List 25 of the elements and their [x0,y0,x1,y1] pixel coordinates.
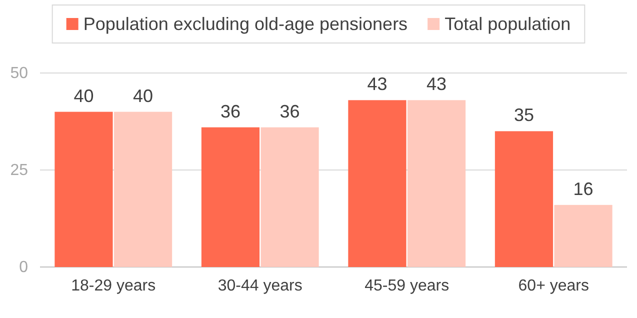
bar [494,131,554,267]
bar [260,127,319,267]
data-label: 40 [74,86,94,106]
x-tick-label: 30-44 years [218,277,302,294]
y-tick-label: 0 [19,259,28,276]
data-label: 36 [280,101,300,122]
legend-label: Total population [444,14,571,34]
data-label: 43 [367,74,388,94]
y-tick-label: 25 [10,162,28,180]
bar [201,127,260,267]
bar [114,112,172,267]
data-label: 36 [220,101,240,122]
x-tick-label: 18-29 years [71,277,156,294]
data-label: 16 [573,178,594,199]
y-tick-label: 50 [10,65,28,82]
x-tick-label: 60+ years [518,277,589,294]
data-label: 40 [133,86,154,106]
data-label: 35 [514,105,534,126]
bar [54,112,113,267]
bar [348,100,406,267]
legend-label: Population excluding old-age pensioners [83,14,408,34]
x-tick-label: 45-59 years [364,277,450,294]
bar [554,204,612,267]
bar [407,100,466,267]
data-label: 43 [426,74,447,94]
